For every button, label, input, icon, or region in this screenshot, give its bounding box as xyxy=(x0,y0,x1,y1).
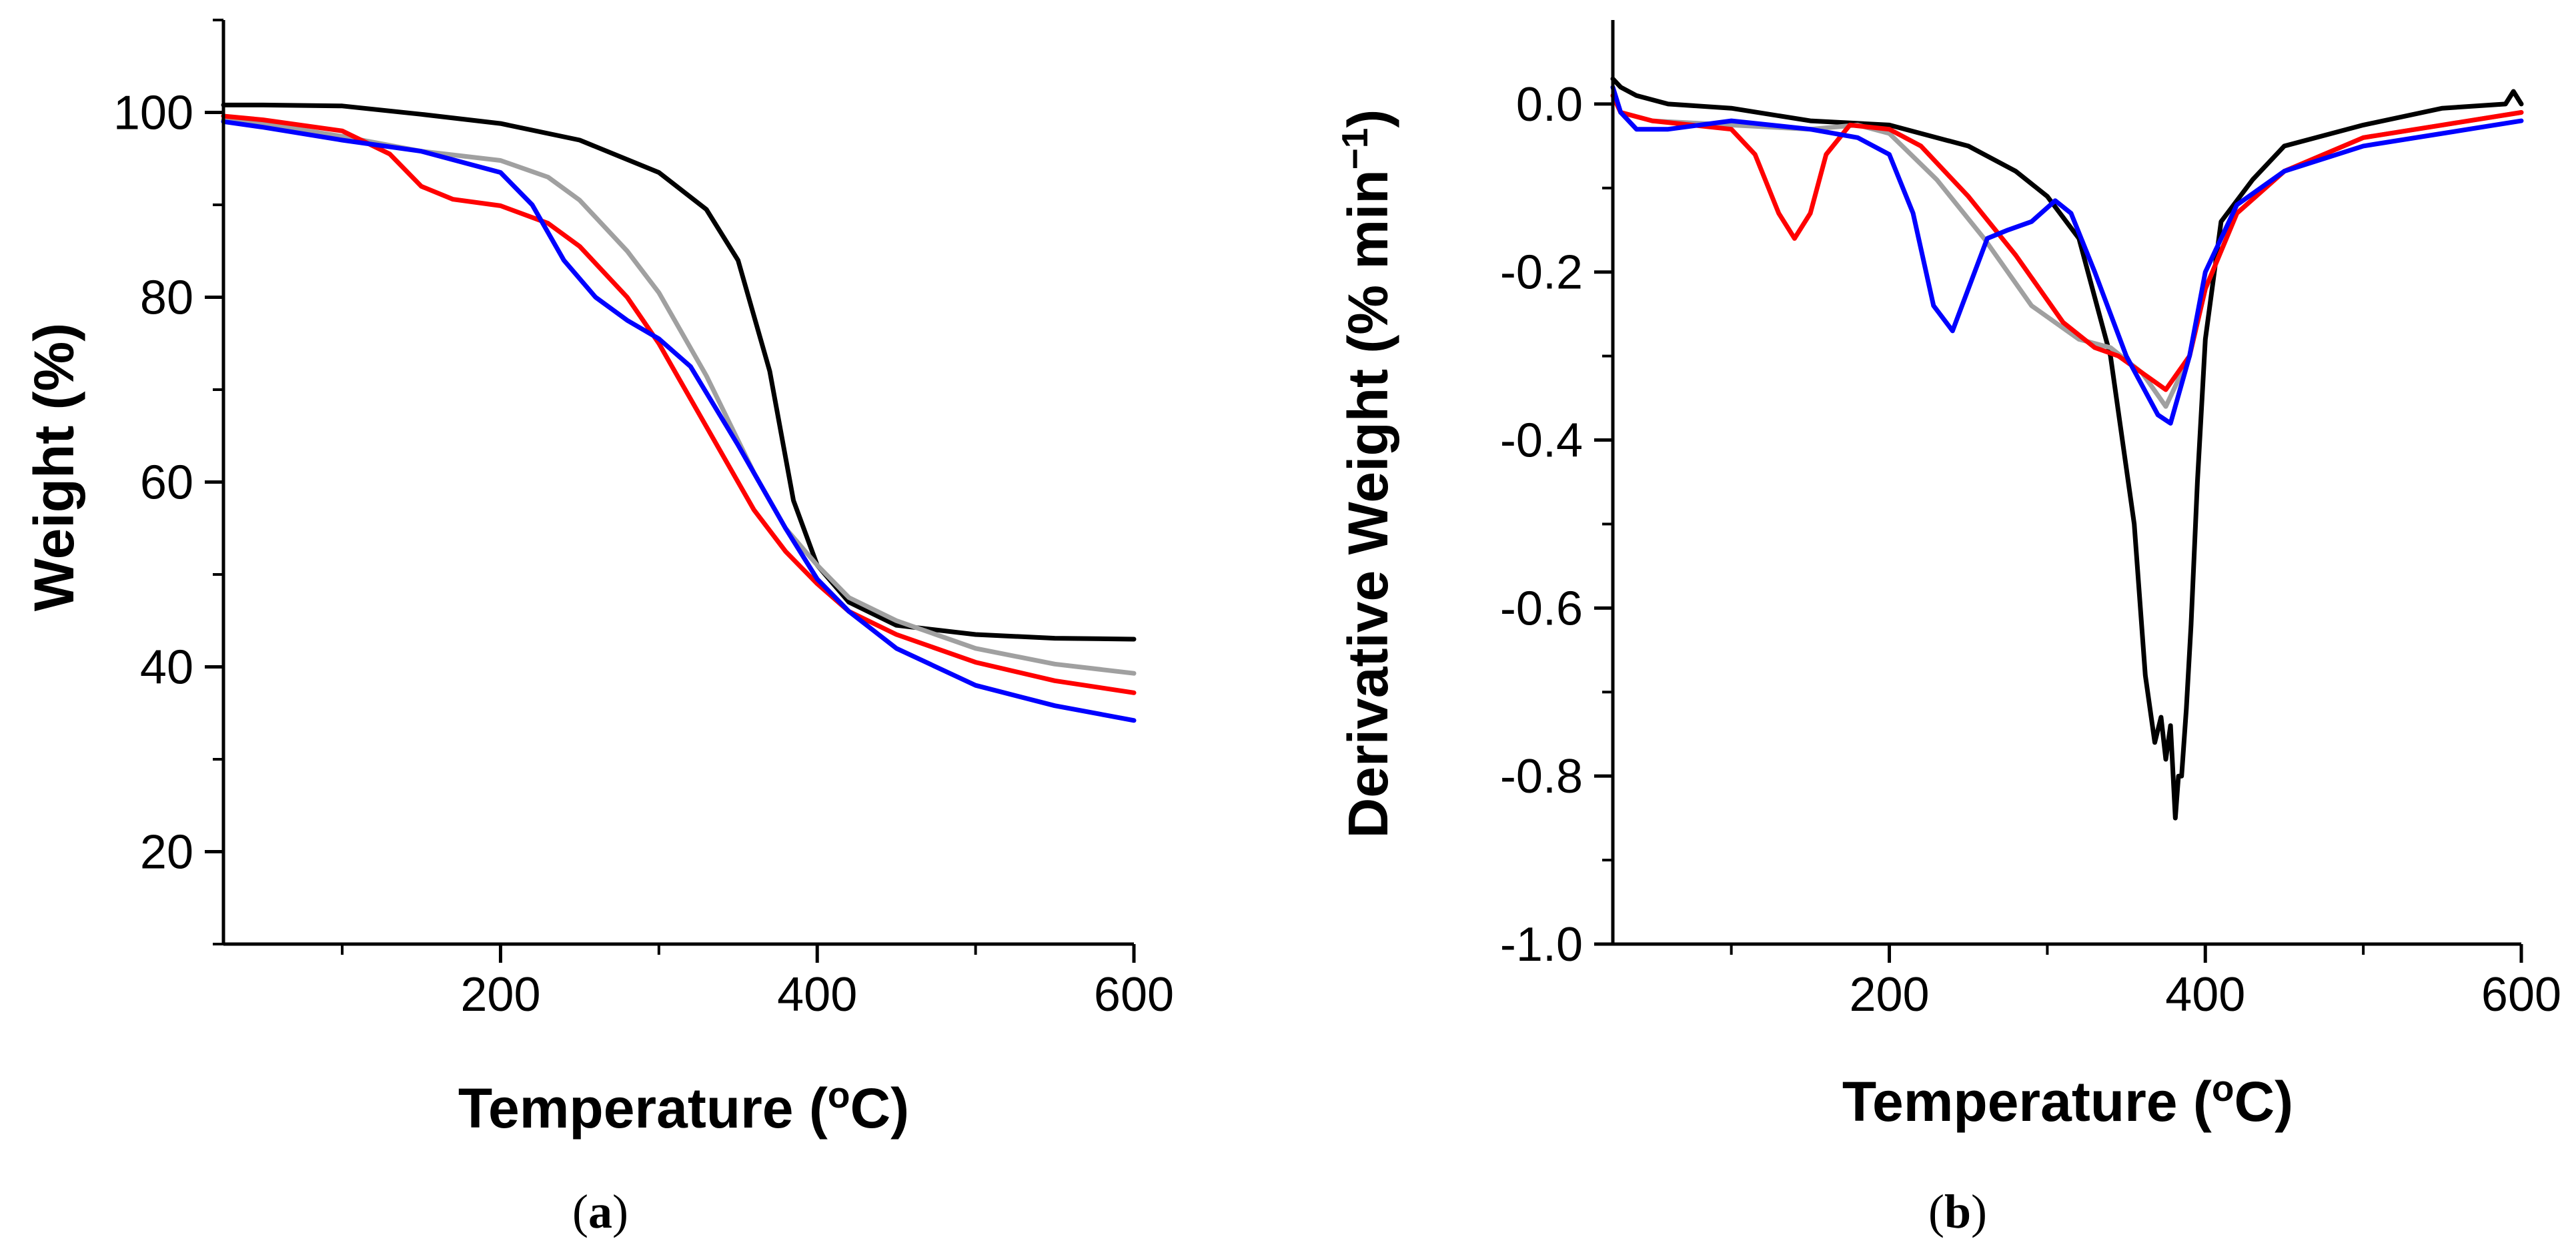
panel-b-axes: 200 400 600 -1.0 -0.8 -0.6 -0.4 -0.2 0.0 xyxy=(1500,20,2561,1021)
panel-b-y-tick-label: 0.0 xyxy=(1516,78,1583,131)
panel-a-x-tick-label: 600 xyxy=(1094,968,1174,1021)
panel-a-axes: 200 400 600 20 40 60 80 100 xyxy=(113,19,1174,1021)
panel-a-weight-chart: 200 400 600 20 40 60 80 100 Temperature (oC) We… xyxy=(23,19,1174,1238)
panel-b-y-tick-label: -0.8 xyxy=(1500,750,1583,803)
panel-a-y-tick-label: 60 xyxy=(140,456,193,510)
panel-b-y-tick-label: -1.0 xyxy=(1500,918,1583,971)
panel-a-y-tick-label: 20 xyxy=(140,826,193,879)
panel-b-series-red xyxy=(1610,93,2524,392)
panel-a-series-red xyxy=(221,113,1137,695)
panel-a-series-gray xyxy=(221,117,1137,676)
panel-a-series-black xyxy=(221,102,1137,642)
panel-a-y-axis-title: Weight (%) xyxy=(23,323,85,611)
panel-b-x-tick-label: 400 xyxy=(2165,968,2245,1021)
panel-b-y-tick-label: -0.4 xyxy=(1500,414,1583,468)
panel-b-y-axis-title: Derivative Weight (% min−1) xyxy=(1334,109,1399,839)
panel-a-series xyxy=(221,102,1137,723)
panel-b-series-black xyxy=(1610,76,2524,821)
panel-a-y-tick-label: 80 xyxy=(140,272,193,325)
panel-a-caption: (a) xyxy=(572,1185,628,1238)
panel-a-y-tick-label: 100 xyxy=(113,87,193,140)
panel-b-x-tick-label: 600 xyxy=(2481,968,2561,1021)
panel-b-x-tick-label: 200 xyxy=(1849,968,1929,1021)
panel-a-x-tick-label: 200 xyxy=(460,968,540,1021)
panel-b-caption: (b) xyxy=(1928,1185,1987,1238)
panel-b-y-tick-label: -0.6 xyxy=(1500,582,1583,635)
panel-a-y-tick-label: 40 xyxy=(140,641,193,695)
panel-b-x-axis-title: Temperature (oC) xyxy=(1842,1068,2293,1133)
panel-b-y-tick-label: -0.2 xyxy=(1500,246,1583,300)
panel-a-series-blue xyxy=(221,119,1137,723)
panel-b-derivative-chart: 200 400 600 -1.0 -0.8 -0.6 -0.4 -0.2 0.0 Tempera… xyxy=(1334,20,2561,1238)
panel-a-x-axis-title: Temperature (oC) xyxy=(458,1074,909,1140)
panel-b-series-blue xyxy=(1610,85,2524,426)
panel-b-series xyxy=(1610,76,2524,821)
panel-a-x-tick-label: 400 xyxy=(777,968,857,1021)
